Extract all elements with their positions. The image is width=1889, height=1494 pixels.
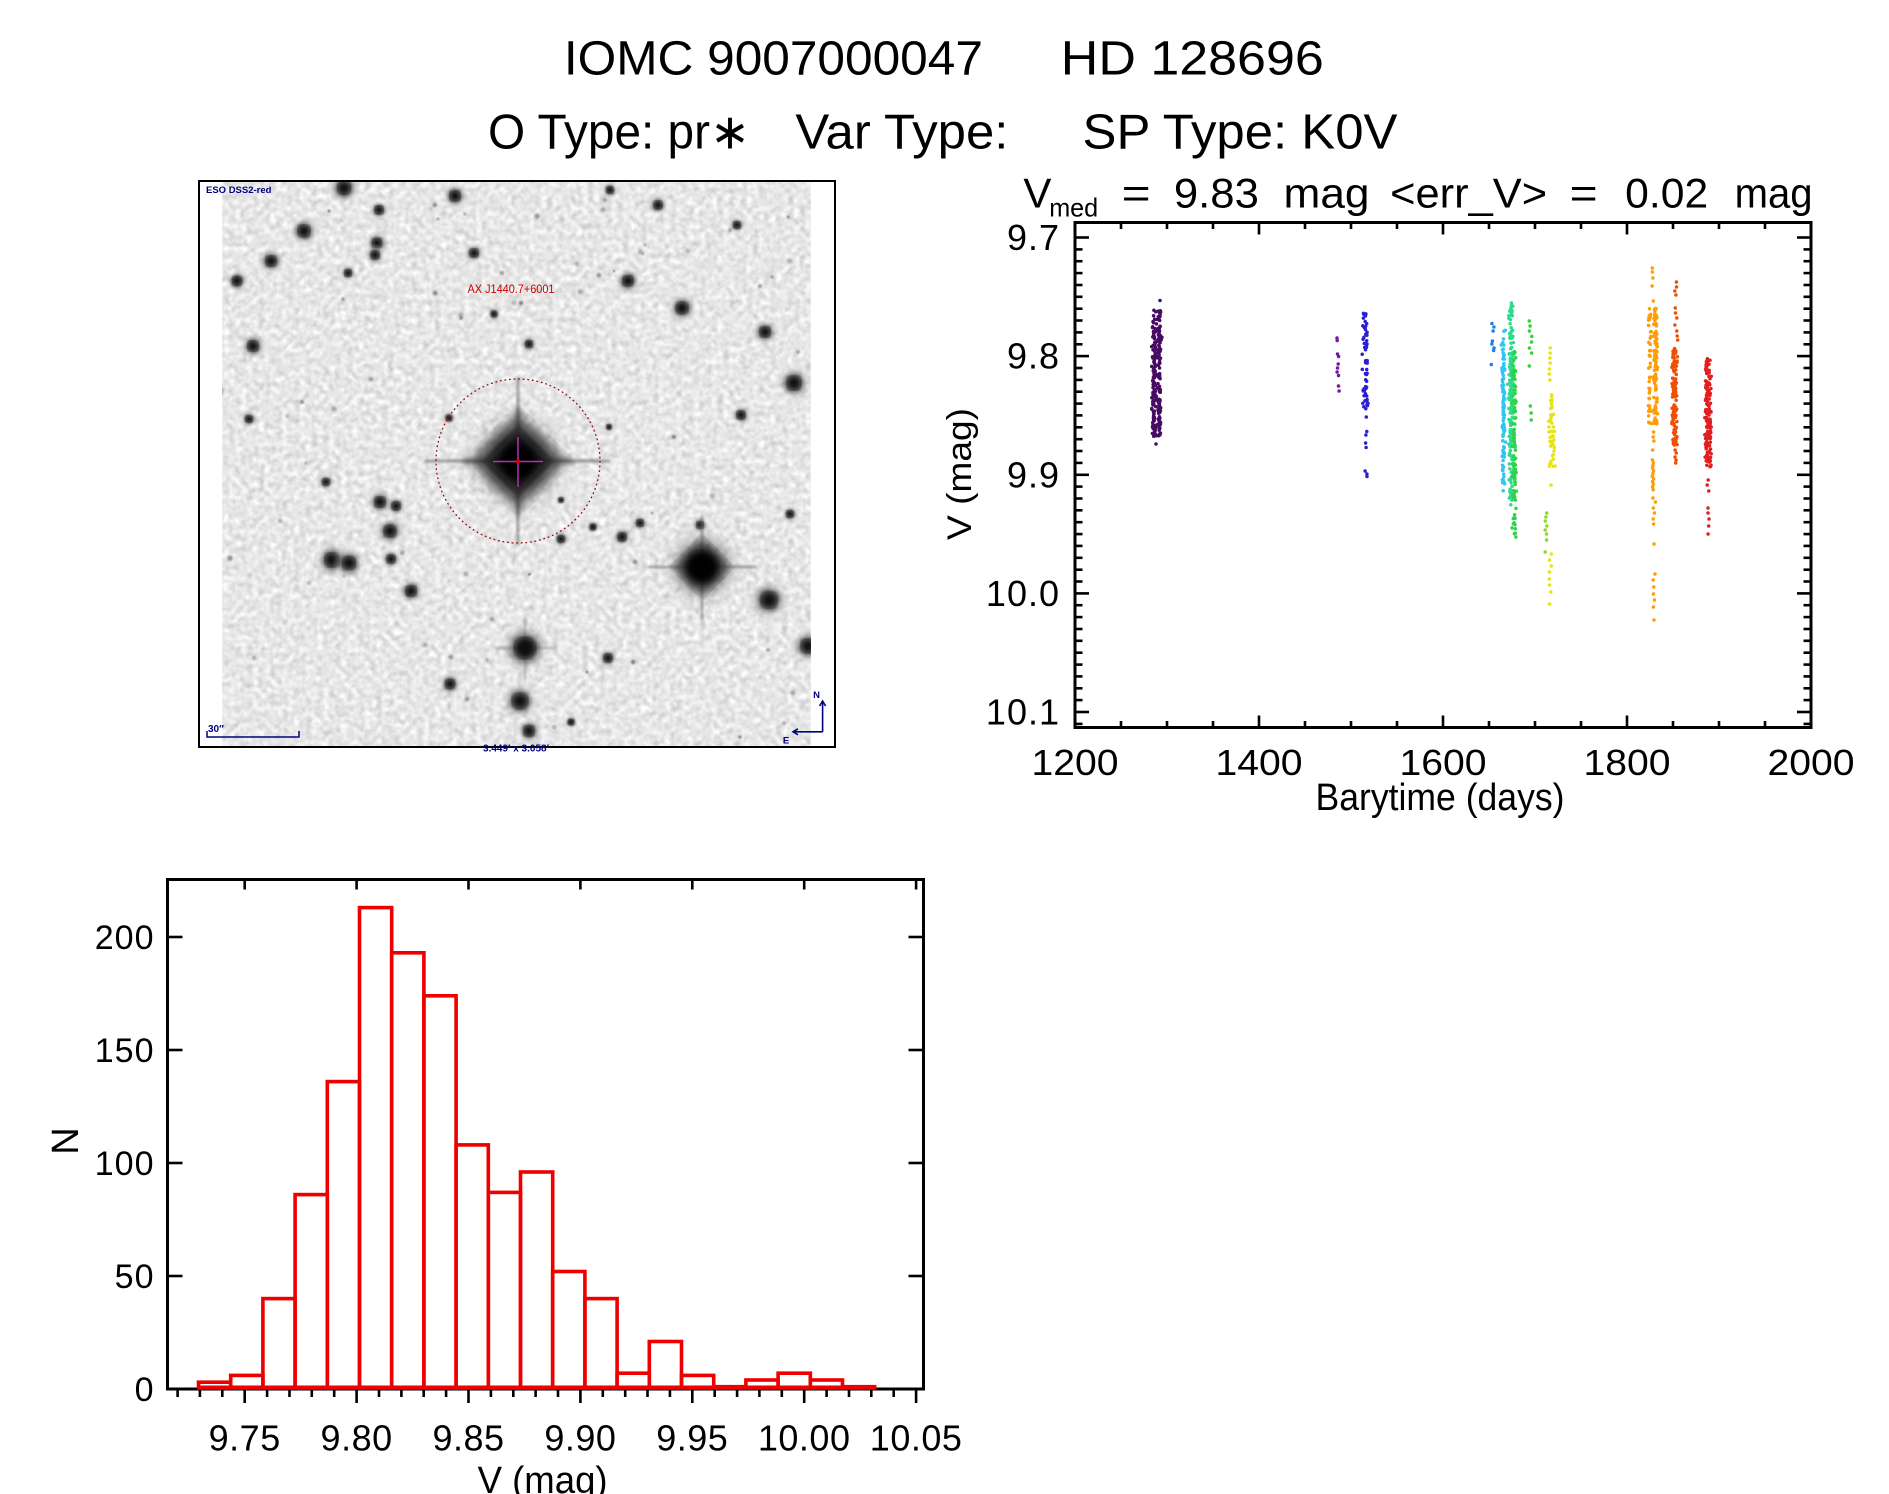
svg-text:N: N [45,1127,87,1154]
svg-text:9.83: 9.83 [1174,170,1259,217]
svg-text:9.90: 9.90 [544,1418,616,1459]
svg-text:9.7: 9.7 [1007,217,1060,258]
svg-text:AX J1440.7+6001: AX J1440.7+6001 [468,282,555,296]
svg-text:N: N [813,690,820,701]
svg-text:IOMC 9007000047: IOMC 9007000047 [564,32,983,85]
svg-text:10.0: 10.0 [986,573,1060,614]
svg-text:=: = [1122,170,1151,217]
svg-text:200: 200 [95,919,155,957]
svg-text:3.449′ x 3.058′: 3.449′ x 3.058′ [483,744,550,755]
svg-text:med: med [1049,193,1098,223]
svg-text:O Type: pr∗: O Type: pr∗ [488,105,750,159]
svg-text:SP Type: K0V: SP Type: K0V [1083,105,1398,159]
svg-text:V (mag): V (mag) [941,408,979,540]
svg-text:<err_V>: <err_V> [1390,170,1547,217]
svg-text:9.85: 9.85 [432,1418,504,1459]
svg-text:E: E [783,736,789,747]
svg-text:0: 0 [135,1371,155,1409]
svg-text:10.1: 10.1 [986,692,1060,733]
svg-text:9.75: 9.75 [209,1418,281,1459]
svg-text:mag: mag [1284,170,1370,217]
svg-text:1400: 1400 [1216,742,1303,783]
svg-text:10.05: 10.05 [870,1418,963,1459]
svg-text:150: 150 [95,1032,155,1070]
svg-text:9.80: 9.80 [321,1418,393,1459]
svg-text:Var Type:: Var Type: [795,105,1008,159]
svg-text:30″: 30″ [208,724,224,735]
svg-text:=: = [1570,170,1598,217]
svg-text:1800: 1800 [1584,742,1671,783]
svg-text:0.02: 0.02 [1625,170,1708,217]
svg-text:100: 100 [95,1145,155,1183]
svg-text:mag: mag [1735,170,1813,217]
svg-text:1200: 1200 [1032,742,1119,783]
svg-text:HD 128696: HD 128696 [1061,32,1324,85]
svg-text:V: V [1023,170,1051,217]
svg-text:9.8: 9.8 [1007,336,1060,377]
svg-text:1600: 1600 [1400,742,1487,783]
svg-text:50: 50 [115,1258,155,1296]
svg-text:10.00: 10.00 [758,1418,851,1459]
svg-text:V (mag): V (mag) [478,1460,608,1494]
svg-text:Barytime (days): Barytime (days) [1316,777,1565,819]
svg-text:ESO DSS2-red: ESO DSS2-red [206,185,272,196]
svg-text:9.9: 9.9 [1007,454,1060,495]
svg-text:9.95: 9.95 [656,1418,728,1459]
svg-text:2000: 2000 [1768,742,1855,783]
